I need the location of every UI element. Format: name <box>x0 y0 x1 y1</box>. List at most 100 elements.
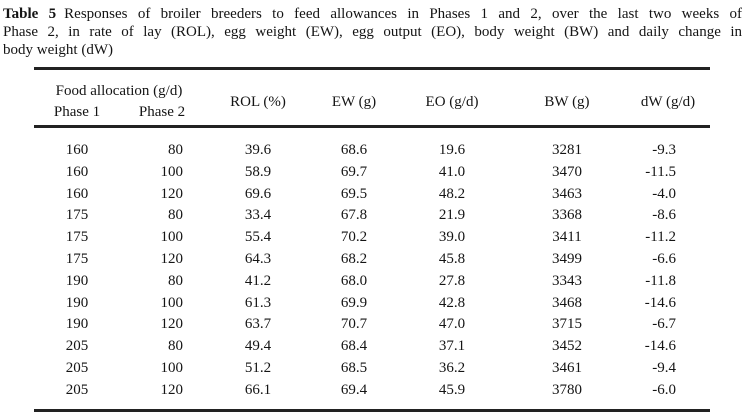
cell: 80 <box>168 207 183 224</box>
table-row: 205 80 49.4 68.4 37.1 3452 -14.6 <box>34 336 710 358</box>
cell: 100 <box>160 359 184 376</box>
cell: 45.9 <box>438 381 466 398</box>
cell: 41.0 <box>438 163 466 180</box>
cell: 3452 <box>552 338 582 355</box>
cell: 58.9 <box>244 163 272 180</box>
caption-line-2: Phase 2, in rate of lay (ROL), egg weigh… <box>3 24 742 40</box>
cell: 3343 <box>552 272 582 289</box>
cell: 55.4 <box>244 229 272 246</box>
cell: 70.7 <box>340 316 368 333</box>
cell: 3281 <box>552 142 582 158</box>
cell: 175 <box>65 250 89 267</box>
cell: 3499 <box>552 250 582 267</box>
header-phase-row: Phase 1 Phase 2 <box>34 100 204 126</box>
table-row: 190 100 61.3 69.9 42.8 3468 -14.6 <box>34 293 710 315</box>
cell: 80 <box>168 338 183 355</box>
cell: 61.3 <box>244 294 272 311</box>
cell: 27.8 <box>438 272 466 289</box>
cell: 100 <box>160 163 184 180</box>
cell: 33.4 <box>244 207 272 224</box>
cell: 68.4 <box>340 338 368 355</box>
cell: 47.0 <box>438 316 466 333</box>
table-row: 205 100 51.2 68.5 36.2 3461 -9.4 <box>34 358 710 380</box>
data-table: Food allocation (g/d) Phase 1 Phase 2 RO… <box>34 67 710 412</box>
cell: 69.6 <box>244 185 272 202</box>
cell: 120 <box>160 381 184 398</box>
cell: -6.6 <box>652 250 676 267</box>
cell: -6.7 <box>652 316 676 333</box>
cell: 100 <box>160 229 184 246</box>
cell: 100 <box>160 294 184 311</box>
cell: 68.6 <box>340 142 368 158</box>
cell: -11.8 <box>645 272 676 289</box>
cell: -4.0 <box>652 185 676 202</box>
cell: 3368 <box>552 207 582 224</box>
cell: -14.6 <box>644 294 676 311</box>
cell: 205 <box>65 381 89 398</box>
table-row: 160 80 39.6 68.6 19.6 3281 -9.3 <box>34 140 710 162</box>
cell: 80 <box>168 272 183 289</box>
cell: 120 <box>160 250 184 267</box>
cell: 160 <box>65 163 89 180</box>
cell: -9.4 <box>652 359 676 376</box>
cell: 48.2 <box>438 185 466 202</box>
cell: -8.6 <box>652 207 676 224</box>
cell: 69.9 <box>340 294 368 311</box>
table-row: 175 80 33.4 67.8 21.9 3368 -8.6 <box>34 205 710 227</box>
cell: 66.1 <box>244 381 272 398</box>
cell: 3470 <box>552 163 582 180</box>
header-food-allocation-group: Food allocation (g/d) Phase 1 Phase 2 <box>34 70 204 126</box>
header-dw: dW (g/d) <box>640 93 696 110</box>
cell: 3715 <box>552 316 582 333</box>
cell: 3463 <box>552 185 582 202</box>
cell: 67.8 <box>340 207 368 224</box>
cell: -11.2 <box>645 229 676 246</box>
cell: 68.2 <box>340 250 368 267</box>
cell: 37.1 <box>438 338 466 355</box>
header-rol: ROL (%) <box>230 93 286 110</box>
header-bw: BW (g) <box>544 93 590 110</box>
cell: 19.6 <box>438 142 466 158</box>
cell: 160 <box>65 185 89 202</box>
table-caption: Table 5 Responses of broiler breeders to … <box>3 5 742 59</box>
cell: 36.2 <box>438 359 466 376</box>
caption-line-1: Table 5 Responses of broiler breeders to … <box>3 5 742 23</box>
cell: 21.9 <box>438 207 466 224</box>
cell: -14.6 <box>644 338 676 355</box>
table-header-rule <box>34 125 710 128</box>
cell: 120 <box>160 185 184 202</box>
header-phase-1: Phase 1 <box>53 103 101 120</box>
table-body: 160 80 39.6 68.6 19.6 3281 -9.3 160 100 58.9 69.7 4… <box>34 128 710 409</box>
table-row: 190 120 63.7 70.7 47.0 3715 -6.7 <box>34 314 710 336</box>
table-bottom-rule <box>34 408 710 412</box>
cell: 42.8 <box>438 294 466 311</box>
cell: 175 <box>65 229 89 246</box>
cell: 3461 <box>552 359 582 376</box>
table-row: 160 100 58.9 69.7 41.0 3470 -11.5 <box>34 162 710 184</box>
table-top-rule <box>34 67 710 70</box>
caption-text-1: Responses of broiler breeders to feed al… <box>64 6 743 22</box>
cell: 51.2 <box>244 359 272 376</box>
table-row: 190 80 41.2 68.0 27.8 3343 -11.8 <box>34 271 710 293</box>
table-row: 175 100 55.4 70.2 39.0 3411 -11.2 <box>34 227 710 249</box>
cell: 63.7 <box>244 316 272 333</box>
caption-line-3: body weight (dW) <box>3 42 113 58</box>
table-row: 175 120 64.3 68.2 45.8 3499 -6.6 <box>34 249 710 271</box>
table-row: 205 120 66.1 69.4 45.9 3780 -6.0 <box>34 380 710 402</box>
header-food-allocation-label: Food allocation (g/d) <box>55 82 183 99</box>
table-header: Food allocation (g/d) Phase 1 Phase 2 RO… <box>34 70 710 126</box>
cell: 41.2 <box>244 272 272 289</box>
cell: 39.6 <box>244 142 272 158</box>
cell: 190 <box>65 294 89 311</box>
cell: 120 <box>160 316 184 333</box>
cell: 190 <box>65 272 89 289</box>
cell: 205 <box>65 338 89 355</box>
cell: 190 <box>65 316 89 333</box>
cell: 205 <box>65 359 89 376</box>
cell: 49.4 <box>244 338 272 355</box>
cell: 68.5 <box>340 359 368 376</box>
cell: 64.3 <box>244 250 272 267</box>
cell: 69.5 <box>340 185 368 202</box>
cell: -6.0 <box>652 381 676 398</box>
cell: 3780 <box>552 381 582 398</box>
